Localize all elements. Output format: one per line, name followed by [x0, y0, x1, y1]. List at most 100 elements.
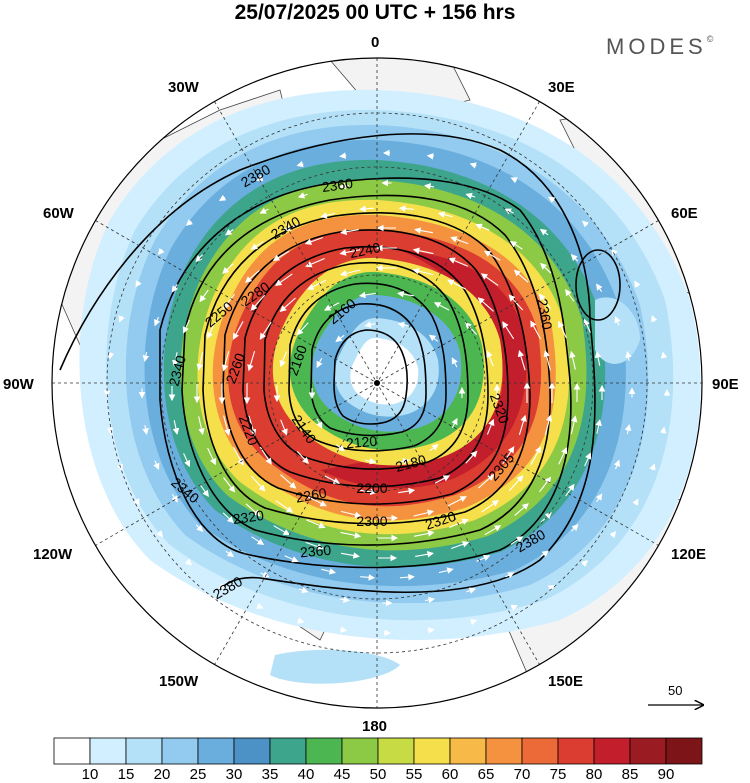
wind-arrow [339, 269, 361, 277]
colorbar-swatch [89, 737, 127, 765]
colorbar-swatch [593, 737, 631, 765]
wind-arrow [651, 314, 658, 323]
wind-arrow [539, 228, 549, 236]
wind-arrow [338, 182, 349, 190]
wind-arrow [614, 315, 621, 326]
colorbar-swatch [305, 737, 343, 765]
wind-arrow [358, 291, 376, 299]
wind-arrow [107, 352, 115, 360]
wind-arrow [581, 220, 590, 228]
wind-arrow [447, 279, 467, 290]
wind-arrow [359, 488, 377, 496]
colorbar-label: 55 [405, 766, 423, 783]
wind-arrow [198, 416, 205, 436]
wind-arrow [247, 350, 256, 372]
wind-arrow [284, 555, 299, 563]
wind-arrow [433, 302, 450, 311]
wind-arrow [558, 447, 568, 465]
wind-arrow [569, 350, 576, 370]
colorbar-swatch [485, 737, 523, 765]
wind-arrow [184, 558, 193, 566]
wind-arrow [399, 573, 415, 581]
wind-arrow [434, 475, 451, 484]
contour-2340 [181, 194, 551, 546]
colorbar-label: 15 [117, 766, 135, 783]
wind-arrow [518, 414, 527, 436]
wind-arrow [135, 280, 142, 288]
wind-arrow [218, 583, 226, 590]
wind-arrow [438, 567, 454, 574]
wind-arrow [280, 419, 288, 436]
wind-arrow [425, 596, 436, 604]
wind-arrow [157, 247, 165, 256]
colorbar-label: 40 [297, 766, 315, 783]
colorbar-swatch [521, 737, 559, 765]
wind-arrow [486, 418, 495, 435]
wind-arrow [504, 208, 514, 215]
wind-arrow [321, 568, 337, 575]
wind-arrow [659, 426, 667, 434]
lon-label-30e: 30E [548, 79, 575, 96]
colorbar-label: 80 [585, 766, 603, 783]
wind-arrow [316, 357, 323, 369]
wind-arrow [584, 452, 592, 467]
wind-arrow [275, 500, 294, 513]
wind-arrow [543, 350, 551, 371]
lon-label-60e: 60E [671, 205, 698, 222]
wind-arrow [476, 554, 491, 562]
wind-arrow [256, 175, 264, 182]
wind-arrow [218, 194, 227, 201]
contour-indian-closed [575, 249, 621, 321]
wind-arrow [195, 254, 203, 262]
wind-arrow [413, 530, 435, 537]
wind-arrow [428, 334, 439, 342]
lon-label-60w: 60W [43, 205, 74, 222]
wind-arrow [424, 183, 435, 190]
contour-label: 2360 [299, 542, 332, 561]
wind-arrow [397, 290, 415, 298]
wind-arrow [248, 415, 257, 436]
wind-arrow [429, 444, 439, 452]
wind-arrow [530, 320, 541, 340]
wind-arrow [412, 247, 434, 255]
contour-2360 [159, 177, 572, 569]
wind-arrow [221, 350, 230, 372]
wind-arrow [206, 321, 216, 339]
wind-arrow [296, 451, 309, 465]
wind-arrow [470, 618, 478, 626]
colorbar-label: 70 [513, 766, 531, 783]
colorbar-swatch [125, 737, 163, 765]
colorbar-swatch [233, 737, 271, 765]
wind-arrow [196, 351, 204, 371]
colorbar-swatch [665, 737, 703, 765]
wind-arrow [484, 525, 502, 536]
wind-arrow [510, 604, 518, 611]
lon-label-30w: 30W [168, 79, 199, 96]
wind-arrow [207, 447, 216, 466]
wind-arrow [225, 550, 235, 558]
wind-arrow [540, 550, 549, 558]
wind-arrow [427, 627, 435, 634]
wind-arrow [259, 321, 272, 340]
wind-arrow [365, 457, 377, 465]
wind-arrow [335, 334, 345, 342]
lon-label-90e: 90E [712, 376, 739, 393]
wind-arrow [558, 320, 567, 339]
wind-arrow [222, 263, 234, 274]
wind-arrow [340, 531, 362, 539]
wind-arrow [624, 424, 632, 435]
wind-arrow [340, 228, 359, 236]
wind-arrow [451, 541, 470, 550]
wind-arrow [273, 525, 291, 536]
wind-arrow [307, 279, 327, 290]
wind-arrow [547, 585, 556, 592]
wind-arrow [142, 351, 150, 362]
wind-arrow [223, 477, 236, 493]
wind-arrow [297, 617, 305, 624]
contour-2120 [333, 329, 408, 425]
colorbar-swatch [629, 737, 667, 765]
wind-arrow [274, 273, 293, 287]
wind-arrow [625, 351, 632, 362]
wind-arrow [222, 293, 235, 310]
